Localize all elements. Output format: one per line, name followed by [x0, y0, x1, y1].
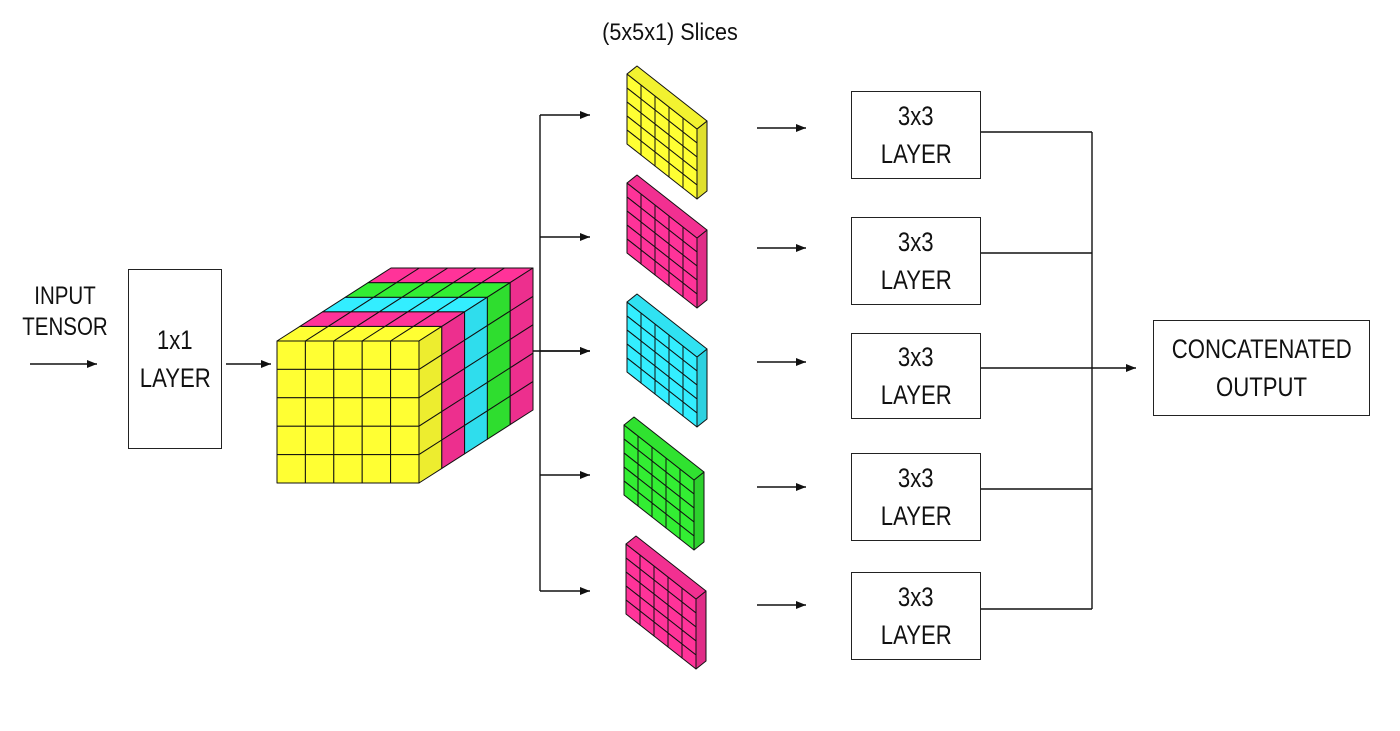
- layer-3x3-5-line1: 3x3: [898, 578, 934, 616]
- slices-title: (5x5x1) Slices: [571, 18, 769, 48]
- layer-3x3-3-line1: 3x3: [898, 338, 934, 376]
- cube-front-cell: [391, 398, 419, 426]
- output-line1: CONCATENATED: [1172, 330, 1352, 368]
- cube-front-cell: [305, 369, 333, 397]
- slice-edge: [697, 349, 707, 427]
- cube-front-cell: [334, 398, 362, 426]
- cube-front-cell: [305, 398, 333, 426]
- layer-3x3-4: 3x3 LAYER: [851, 453, 981, 541]
- cube-front-cell: [362, 398, 390, 426]
- layer-3x3-1-line1: 3x3: [898, 97, 934, 135]
- input-label-line2: TENSOR: [20, 312, 110, 343]
- cube-front-cell: [277, 426, 305, 454]
- layer-3x3-4-line2: LAYER: [881, 497, 952, 535]
- slice-edge: [697, 230, 707, 308]
- cube-front-cell: [334, 341, 362, 369]
- layer-3x3-3-line2: LAYER: [881, 376, 952, 414]
- slice-edge: [696, 591, 706, 669]
- concatenated-output: CONCATENATED OUTPUT: [1153, 320, 1370, 416]
- input-label-line1: INPUT: [20, 281, 110, 312]
- slice-edge: [694, 472, 704, 550]
- cube-front-cell: [277, 455, 305, 483]
- layer-3x3-5: 3x3 LAYER: [851, 572, 981, 660]
- layer-3x3-5-line2: LAYER: [881, 616, 952, 654]
- cube-front-cell: [277, 398, 305, 426]
- output-line2: OUTPUT: [1216, 368, 1307, 406]
- cube-front-cell: [362, 455, 390, 483]
- layer-3x3-1-line2: LAYER: [881, 135, 952, 173]
- slice-green: [624, 417, 704, 550]
- slice-magenta-2: [626, 536, 706, 669]
- cube-front-cell: [391, 341, 419, 369]
- slice-edge: [697, 121, 707, 199]
- layer-3x3-2: 3x3 LAYER: [851, 217, 981, 305]
- input-tensor-label: INPUT TENSOR: [20, 281, 110, 343]
- layer-3x3-3: 3x3 LAYER: [851, 333, 981, 419]
- slice-cyan: [627, 294, 707, 427]
- layer-3x3-4-line1: 3x3: [898, 459, 934, 497]
- conv-1x1-line2: LAYER: [140, 359, 211, 397]
- layer-3x3-2-line2: LAYER: [881, 261, 952, 299]
- input-tensor-cube: [277, 268, 533, 483]
- conv-1x1-layer: 1x1 LAYER: [128, 269, 222, 449]
- layer-3x3-1: 3x3 LAYER: [851, 91, 981, 179]
- layer-3x3-2-line1: 3x3: [898, 223, 934, 261]
- cube-front-cell: [334, 455, 362, 483]
- cube-front-cell: [334, 369, 362, 397]
- cube-front-cell: [277, 341, 305, 369]
- cube-front-cell: [334, 426, 362, 454]
- cube-front-cell: [391, 369, 419, 397]
- cube-front-cell: [305, 426, 333, 454]
- cube-front-cell: [362, 369, 390, 397]
- cube-front-cell: [305, 455, 333, 483]
- cube-front-cell: [362, 341, 390, 369]
- cube-front-cell: [391, 455, 419, 483]
- cube-front-cell: [305, 341, 333, 369]
- cube-front-cell: [277, 369, 305, 397]
- cube-front-cell: [362, 426, 390, 454]
- conv-1x1-line1: 1x1: [157, 321, 193, 359]
- cube-front-cell: [391, 426, 419, 454]
